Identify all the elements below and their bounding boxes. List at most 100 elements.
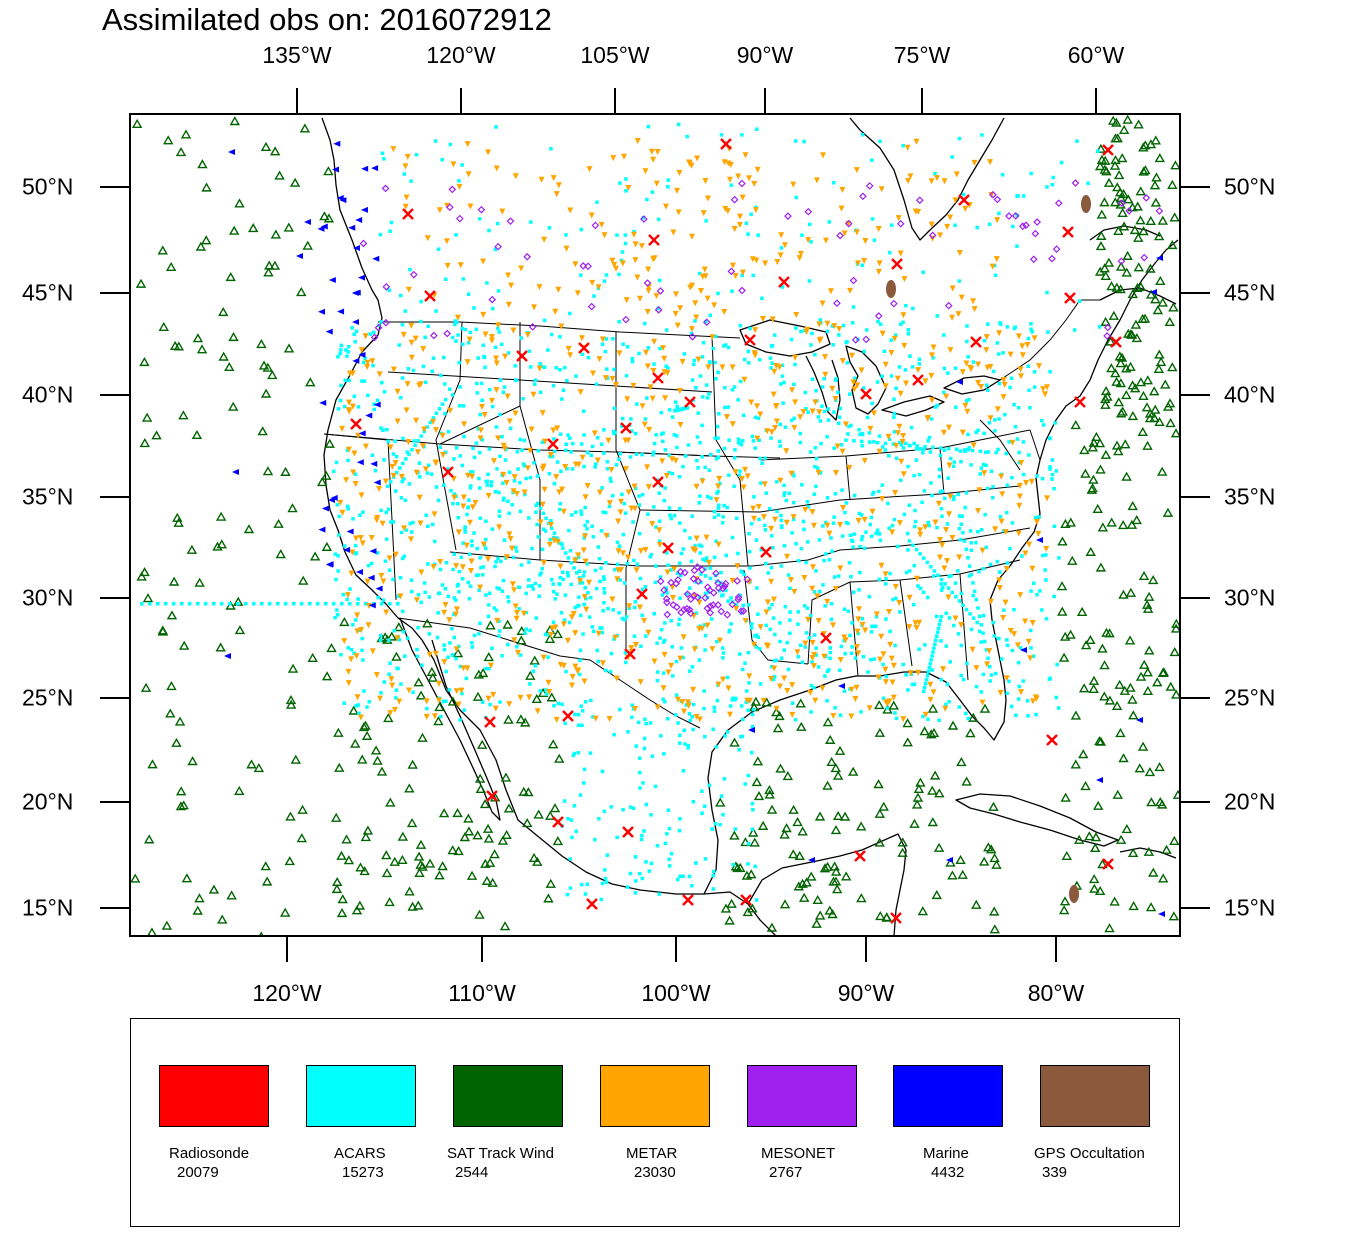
acars-marker xyxy=(362,379,367,383)
acars-marker xyxy=(570,467,575,471)
metar-marker xyxy=(1040,386,1047,393)
sat-track-wind-marker xyxy=(417,861,428,871)
sat-track-wind-marker xyxy=(1106,363,1117,373)
acars-marker xyxy=(747,681,751,685)
mesonet-marker xyxy=(660,586,668,594)
sat-track-wind-marker xyxy=(515,714,527,724)
acars-marker xyxy=(576,750,581,755)
acars-marker xyxy=(966,556,970,560)
sat-track-wind-marker xyxy=(351,905,363,915)
metar-marker xyxy=(699,478,706,485)
acars-marker xyxy=(580,581,585,585)
acars-marker xyxy=(611,494,615,498)
acars-marker xyxy=(707,360,712,364)
acars-marker xyxy=(571,441,575,446)
bottom-lon-label: 80°W xyxy=(1027,980,1085,1006)
metar-marker xyxy=(757,624,764,631)
acars-marker xyxy=(708,313,713,318)
metar-marker xyxy=(862,238,869,245)
metar-marker xyxy=(768,429,775,436)
metar-marker xyxy=(704,295,711,302)
metar-marker xyxy=(876,260,883,267)
acars-marker xyxy=(730,535,735,540)
sat-track-wind-marker xyxy=(1115,834,1127,844)
metar-marker xyxy=(480,311,487,318)
acars-marker xyxy=(828,650,833,655)
metar-marker xyxy=(949,535,956,542)
sat-track-wind-marker xyxy=(822,780,833,790)
acars-marker xyxy=(180,602,184,606)
acars-marker xyxy=(825,669,830,674)
acars-marker xyxy=(840,534,845,538)
sat-track-wind-marker xyxy=(1161,844,1172,854)
acars-marker xyxy=(664,586,668,590)
sat-track-wind-marker xyxy=(1142,375,1154,385)
acars-marker xyxy=(576,712,581,717)
acars-marker xyxy=(931,445,935,450)
acars-marker xyxy=(483,546,488,551)
metar-marker xyxy=(668,662,675,669)
acars-marker xyxy=(731,696,735,700)
metar-marker xyxy=(922,524,929,531)
acars-marker xyxy=(405,636,410,641)
acars-marker xyxy=(529,220,533,224)
metar-marker xyxy=(407,536,414,543)
acars-marker xyxy=(577,576,582,580)
sat-track-wind-marker xyxy=(1118,589,1129,599)
acars-marker xyxy=(914,458,919,462)
sat-track-wind-marker xyxy=(1119,685,1131,695)
acars-marker xyxy=(337,514,341,519)
metar-marker xyxy=(352,480,359,487)
metar-marker xyxy=(809,509,816,516)
acars-marker xyxy=(677,617,682,622)
acars-marker xyxy=(704,319,708,324)
metar-marker xyxy=(685,702,692,709)
acars-marker xyxy=(579,509,583,513)
acars-marker xyxy=(657,519,662,523)
acars-marker xyxy=(559,611,564,615)
metar-marker xyxy=(620,550,627,557)
acars-marker xyxy=(388,602,392,606)
sat-track-wind-marker xyxy=(141,412,153,422)
acars-marker xyxy=(749,626,754,630)
radiosonde-marker xyxy=(891,258,903,270)
acars-marker xyxy=(582,602,586,607)
mesonet-marker xyxy=(686,595,695,604)
acars-marker xyxy=(382,390,387,394)
metar-marker xyxy=(577,389,584,396)
acars-marker xyxy=(839,644,844,649)
sat-track-wind-marker xyxy=(1109,160,1121,170)
metar-marker xyxy=(545,679,552,686)
sat-track-wind-marker xyxy=(502,619,513,629)
acars-marker xyxy=(400,376,405,380)
mesonet-marker xyxy=(728,600,737,609)
sat-track-wind-marker xyxy=(169,340,181,350)
acars-marker xyxy=(515,645,519,649)
acars-marker xyxy=(985,322,990,327)
metar-marker xyxy=(625,184,632,191)
sat-track-wind-marker xyxy=(874,727,886,737)
acars-marker xyxy=(867,431,872,435)
acars-marker xyxy=(565,570,570,575)
acars-marker xyxy=(872,440,876,444)
acars-marker xyxy=(669,516,673,521)
sat-track-wind-marker xyxy=(794,850,805,861)
metar-marker xyxy=(601,232,608,239)
acars-marker xyxy=(643,584,648,589)
acars-marker xyxy=(630,715,634,720)
acars-marker xyxy=(708,576,713,581)
acars-marker xyxy=(721,812,725,817)
acars-marker xyxy=(338,398,343,403)
acars-marker xyxy=(928,662,932,666)
acars-marker xyxy=(582,464,586,469)
metar-marker xyxy=(930,344,937,351)
metar-marker xyxy=(555,286,562,293)
acars-marker xyxy=(738,469,742,473)
acars-marker xyxy=(718,589,722,593)
sat-track-wind-marker xyxy=(830,866,842,876)
sat-track-wind-marker xyxy=(1129,224,1141,235)
acars-marker xyxy=(1029,646,1033,650)
mesonet-marker xyxy=(443,329,452,338)
acars-marker xyxy=(714,457,719,461)
acars-marker xyxy=(892,397,896,402)
